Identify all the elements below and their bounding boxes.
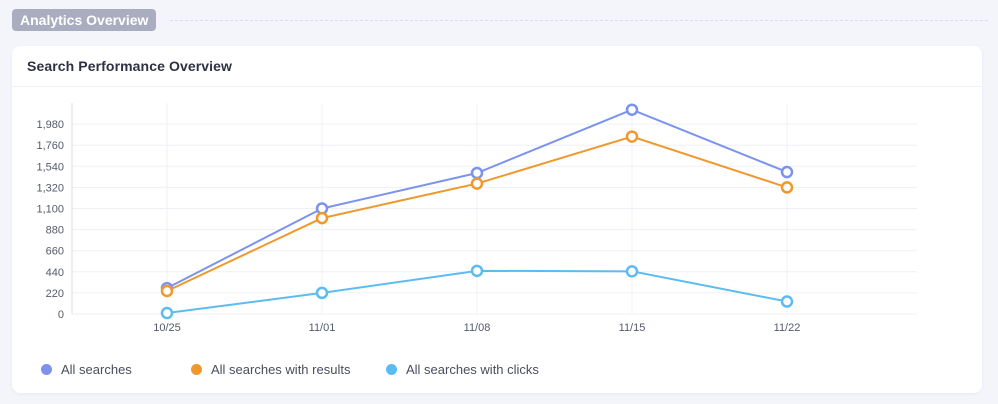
data-point-series-3	[315, 286, 329, 300]
line-chart: 0 220 440 660 880 1,100 1,320 1,540 1,760 1,980 10…	[36, 103, 917, 334]
x-tick-label: 11/08	[464, 322, 491, 334]
legend-label: All searches with results	[211, 362, 351, 377]
y-tick-label: 1,320	[36, 182, 64, 194]
data-point-series-2	[625, 130, 639, 143]
data-point-series-2	[160, 284, 174, 298]
y-tick-label: 1,980	[36, 119, 64, 131]
y-tick-label: 660	[46, 246, 64, 258]
legend-dot	[191, 364, 202, 375]
y-tick-label: 880	[46, 225, 64, 237]
data-point-series-1	[470, 166, 484, 180]
y-tick-label: 440	[46, 267, 64, 279]
x-tick-label: 11/22	[774, 322, 801, 334]
x-tick-label: 11/01	[309, 322, 336, 334]
x-tick-label: 10/25	[153, 322, 181, 334]
data-point-series-2	[470, 177, 484, 190]
y-tick-label: 0	[58, 309, 64, 321]
data-point-series-2	[315, 211, 329, 225]
section-title: Analytics Overview	[12, 9, 157, 31]
legend-label: All searches	[61, 362, 132, 377]
y-tick-label: 1,100	[36, 204, 64, 216]
data-point-series-3	[625, 265, 639, 278]
data-point-series-3	[160, 306, 174, 320]
section-divider	[170, 20, 988, 21]
data-point-series-1	[780, 165, 794, 179]
data-point-series-1	[625, 103, 639, 116]
data-point-series-3	[780, 295, 794, 308]
y-tick-label: 1,760	[36, 140, 64, 152]
data-point-series-2	[780, 181, 794, 194]
data-point-series-3	[470, 264, 484, 278]
legend-dot	[41, 364, 52, 375]
card-divider	[12, 86, 982, 87]
search-performance-card: Search Performance Overview 0 220 440 660 88…	[12, 46, 982, 393]
card-title: Search Performance Overview	[27, 58, 233, 74]
section-header: Analytics Overview	[12, 9, 988, 31]
x-tick-label: 11/15	[619, 322, 646, 334]
legend-dot	[386, 364, 397, 375]
y-tick-label: 220	[46, 288, 64, 300]
y-tick-label: 1,540	[36, 161, 64, 173]
legend-label: All searches with clicks	[406, 362, 539, 377]
